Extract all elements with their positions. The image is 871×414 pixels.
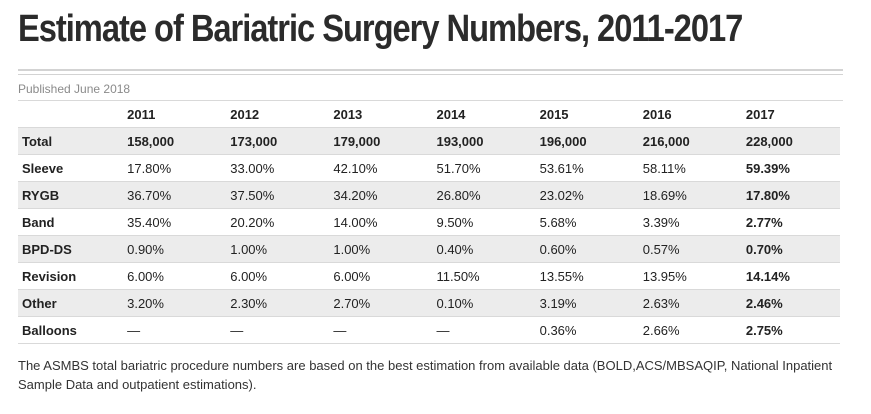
table-row-other: Other 3.20% 2.30% 2.70% 0.10% 3.19% 2.63… <box>18 289 840 317</box>
title-divider-thin <box>18 74 843 75</box>
table-cell: 14.14% <box>736 262 840 290</box>
table-cell: 37.50% <box>221 181 325 209</box>
table-cell: 0.60% <box>530 235 634 263</box>
table-cell: 26.80% <box>427 181 531 209</box>
row-label: BPD-DS <box>18 235 119 263</box>
table-cell: — <box>427 316 531 344</box>
row-label: Revision <box>18 262 119 290</box>
table-row-bpd-ds: BPD-DS 0.90% 1.00% 1.00% 0.40% 0.60% 0.5… <box>18 235 840 263</box>
row-label: Other <box>18 289 119 317</box>
table-cell: 23.02% <box>530 181 634 209</box>
surgery-table: 2011 2012 2013 2014 2015 2016 2017 Total… <box>18 101 840 344</box>
table-cell: 2.75% <box>736 316 840 344</box>
table-cell: — <box>221 316 325 344</box>
page-title: Estimate of Bariatric Surgery Numbers, 2… <box>18 8 743 50</box>
table-cell: 228,000 <box>736 127 840 155</box>
table-cell: 1.00% <box>324 235 428 263</box>
table-header-row: 2011 2012 2013 2014 2015 2016 2017 <box>18 101 840 128</box>
footnote: The ASMBS total bariatric procedure numb… <box>18 358 833 392</box>
table-cell: 5.68% <box>530 208 634 236</box>
table-cell: 58.11% <box>633 154 737 182</box>
row-label: Sleeve <box>18 154 119 182</box>
table-cell: 0.36% <box>530 316 634 344</box>
table-cell: 3.19% <box>530 289 634 317</box>
table-cell: 2.30% <box>221 289 325 317</box>
column-header: 2011 <box>118 101 222 128</box>
table-row-rygb: RYGB 36.70% 37.50% 34.20% 26.80% 23.02% … <box>18 181 840 209</box>
table-cell: 33.00% <box>221 154 325 182</box>
table-cell: 0.70% <box>736 235 840 263</box>
table-cell: 17.80% <box>736 181 840 209</box>
row-label: Balloons <box>18 316 119 344</box>
table-cell: 34.20% <box>324 181 428 209</box>
table-cell: 2.66% <box>633 316 737 344</box>
table-cell: 20.20% <box>221 208 325 236</box>
table-cell: 0.40% <box>427 235 531 263</box>
table-cell: — <box>324 316 428 344</box>
row-label: RYGB <box>18 181 119 209</box>
table-cell: 17.80% <box>118 154 222 182</box>
table-cell: 179,000 <box>324 127 428 155</box>
table-cell: 0.10% <box>427 289 531 317</box>
table-cell: 2.77% <box>736 208 840 236</box>
column-header: 2013 <box>324 101 428 128</box>
table-cell: 13.55% <box>530 262 634 290</box>
table-cell: 173,000 <box>221 127 325 155</box>
table-cell: — <box>118 316 222 344</box>
published-divider <box>18 100 843 101</box>
title-divider <box>18 69 843 71</box>
table-cell: 53.61% <box>530 154 634 182</box>
table-cell: 196,000 <box>530 127 634 155</box>
column-header: 2015 <box>530 101 634 128</box>
table-row-revision: Revision 6.00% 6.00% 6.00% 11.50% 13.55%… <box>18 262 840 290</box>
table-cell: 9.50% <box>427 208 531 236</box>
table-cell: 2.46% <box>736 289 840 317</box>
table-cell: 35.40% <box>118 208 222 236</box>
table-cell: 42.10% <box>324 154 428 182</box>
table-cell: 18.69% <box>633 181 737 209</box>
table-cell: 2.63% <box>633 289 737 317</box>
table-row-band: Band 35.40% 20.20% 14.00% 9.50% 5.68% 3.… <box>18 208 840 236</box>
table-cell: 3.39% <box>633 208 737 236</box>
table-cell: 216,000 <box>633 127 737 155</box>
column-header: 2016 <box>633 101 737 128</box>
table-row-total: Total 158,000 173,000 179,000 193,000 19… <box>18 127 840 155</box>
table-cell: 0.90% <box>118 235 222 263</box>
table-cell: 14.00% <box>324 208 428 236</box>
table-cell: 6.00% <box>324 262 428 290</box>
column-header: 2017 <box>736 101 840 128</box>
table-cell: 36.70% <box>118 181 222 209</box>
table-row-balloons: Balloons — — — — 0.36% 2.66% 2.75% <box>18 316 840 344</box>
table-cell: 51.70% <box>427 154 531 182</box>
column-header: 2012 <box>221 101 325 128</box>
row-label: Band <box>18 208 119 236</box>
table-cell: 193,000 <box>427 127 531 155</box>
table-cell: 6.00% <box>118 262 222 290</box>
table-row-sleeve: Sleeve 17.80% 33.00% 42.10% 51.70% 53.61… <box>18 154 840 182</box>
table-cell: 0.57% <box>633 235 737 263</box>
table-cell: 6.00% <box>221 262 325 290</box>
table-cell: 158,000 <box>118 127 222 155</box>
table-cell: 13.95% <box>633 262 737 290</box>
table-cell: 1.00% <box>221 235 325 263</box>
published-date: Published June 2018 <box>18 82 131 96</box>
column-header: 2014 <box>427 101 531 128</box>
header-blank-cell <box>18 101 119 128</box>
table-cell: 3.20% <box>118 289 222 317</box>
row-label: Total <box>18 127 119 155</box>
table-cell: 59.39% <box>736 154 840 182</box>
table-cell: 11.50% <box>427 262 531 290</box>
table-cell: 2.70% <box>324 289 428 317</box>
